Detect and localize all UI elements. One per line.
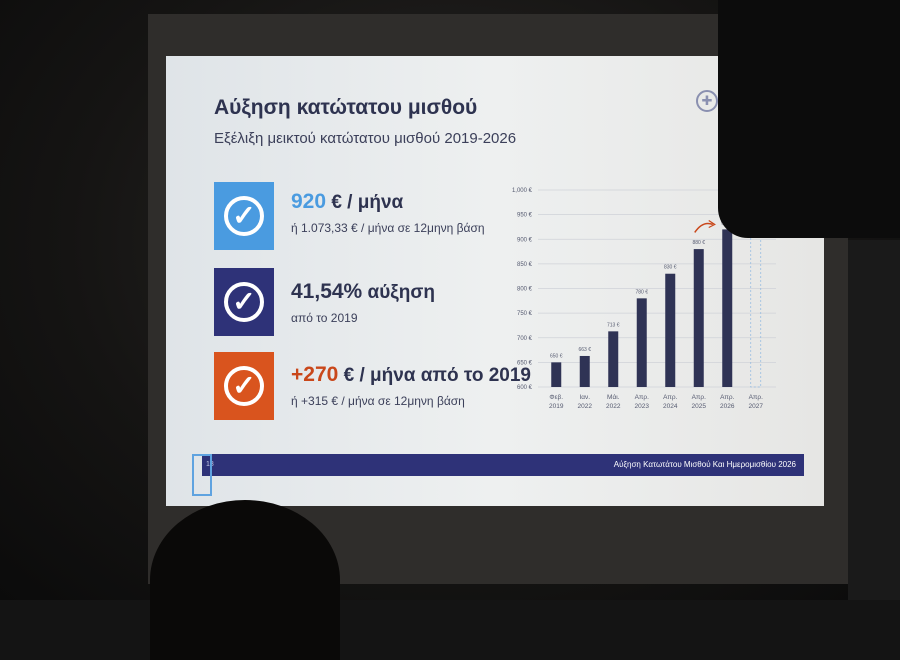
slide-title: Αύξηση κατώτατου μισθού bbox=[214, 96, 478, 119]
kpi-card-1: ✓ bbox=[214, 182, 274, 250]
y-tick-label: 600 € bbox=[517, 385, 533, 391]
x-tick-label: Απρ. 2023 bbox=[635, 394, 650, 410]
kpi-note: ή 1.073,33 € / μήνα σε 12μηνη βάση bbox=[291, 221, 485, 235]
kpi-card-2: ✓ bbox=[214, 268, 274, 336]
emblem-icon: ✚ bbox=[696, 90, 718, 112]
data-label: 713 € bbox=[607, 322, 620, 328]
wall bbox=[848, 240, 900, 600]
y-tick-label: 700 € bbox=[517, 336, 533, 342]
y-tick-label: 950 € bbox=[517, 213, 533, 219]
audience-head bbox=[150, 500, 340, 660]
data-label: 880 € bbox=[692, 240, 705, 246]
bar-chart: 600 € 650 € 700 € 750 € 800 € 850 € 900 € 950 €… bbox=[512, 188, 776, 410]
bar bbox=[722, 229, 733, 387]
check-icon: ✓ bbox=[224, 282, 264, 322]
bar bbox=[636, 298, 647, 387]
foreground-occluder bbox=[718, 0, 900, 238]
bar bbox=[608, 331, 619, 387]
kpi-note: ή +315 € / μήνα σε 12μηνη βάση bbox=[291, 394, 465, 408]
x-tick-label: Ιαν. 2022 bbox=[578, 394, 593, 410]
kpi-value: 41,54% bbox=[291, 280, 363, 303]
page-marker bbox=[192, 454, 212, 496]
y-tick-label: 850 € bbox=[517, 262, 533, 268]
kpi-note: από το 2019 bbox=[291, 311, 358, 325]
x-tick-label: Μάι. 2022 bbox=[606, 393, 621, 410]
footer-bar: 18 Αύξηση Κατωτάτου Μισθού Και Ημερομισθ… bbox=[202, 454, 804, 476]
y-tick-label: 1,000 € bbox=[512, 188, 533, 194]
data-label: 663 € bbox=[578, 347, 591, 353]
kpi-card-3: ✓ bbox=[214, 352, 274, 420]
bar bbox=[551, 362, 562, 387]
data-label: 780 € bbox=[635, 289, 648, 295]
kpi-unit: αύξηση bbox=[367, 282, 435, 303]
data-label: 650 € bbox=[550, 353, 563, 359]
kpi-value: 920 bbox=[291, 190, 327, 213]
y-tick-label: 650 € bbox=[517, 360, 533, 366]
page-number: 18 bbox=[206, 461, 214, 468]
x-tick-label: Απρ. 2024 bbox=[663, 394, 678, 410]
data-label: 830 € bbox=[664, 265, 677, 271]
x-tick-label: Απρ. 2027 bbox=[749, 394, 764, 410]
arrow-head-icon bbox=[708, 219, 716, 229]
bar bbox=[579, 355, 590, 387]
check-icon: ✓ bbox=[224, 366, 264, 406]
y-tick-label: 800 € bbox=[517, 287, 533, 293]
slide-subtitle: Εξέλιξη μεικτού κατώτατου μισθού 2019-20… bbox=[214, 130, 517, 147]
kpi-3: +270 € / μήνα από το 2019 ή +315 € / μήν… bbox=[291, 363, 531, 408]
kpi-unit: € / μήνα από το 2019 bbox=[343, 365, 531, 386]
y-tick-label: 900 € bbox=[517, 237, 533, 243]
bar-placeholder bbox=[750, 229, 762, 388]
kpi-1: 920 € / μήνα ή 1.073,33 € / μήνα σε 12μη… bbox=[291, 190, 485, 235]
x-tick-label: Φεβ. 2019 bbox=[549, 394, 564, 410]
x-tick-label: Απρ. 2025 bbox=[692, 394, 707, 410]
footer-text: Αύξηση Κατωτάτου Μισθού Και Ημερομισθίου… bbox=[613, 460, 796, 469]
check-icon: ✓ bbox=[224, 196, 264, 236]
y-tick-label: 750 € bbox=[517, 311, 533, 317]
kpi-unit: € / μήνα bbox=[331, 192, 404, 213]
slide: Αύξηση κατώτατου μισθού Εξέλιξη μεικτού … bbox=[166, 56, 824, 506]
arrow-up-right-icon bbox=[694, 222, 714, 233]
bar bbox=[665, 273, 676, 387]
x-tick-label: Απρ. 2026 bbox=[720, 394, 735, 410]
kpi-value: +270 bbox=[291, 363, 339, 386]
kpi-2: 41,54% αύξηση από το 2019 bbox=[291, 280, 435, 325]
bar bbox=[693, 249, 704, 387]
